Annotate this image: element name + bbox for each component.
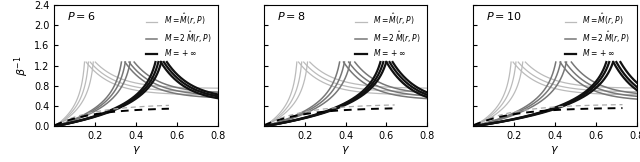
Text: $P = 10$: $P = 10$ xyxy=(486,10,522,22)
Text: $P = 6$: $P = 6$ xyxy=(67,10,96,22)
X-axis label: $\gamma$: $\gamma$ xyxy=(550,144,559,156)
X-axis label: $\gamma$: $\gamma$ xyxy=(132,144,141,156)
Legend: $M = \hat{M}(r, P)$, $M = 2\,\hat{M}(r, P)$, $M = +\infty$: $M = \hat{M}(r, P)$, $M = 2\,\hat{M}(r, … xyxy=(562,9,633,61)
Legend: $M = \hat{M}(r, P)$, $M = 2\,\hat{M}(r, P)$, $M = +\infty$: $M = \hat{M}(r, P)$, $M = 2\,\hat{M}(r, … xyxy=(353,9,424,61)
Text: $P = 8$: $P = 8$ xyxy=(277,10,305,22)
Y-axis label: $\beta^{-1}$: $\beta^{-1}$ xyxy=(13,55,31,76)
X-axis label: $\gamma$: $\gamma$ xyxy=(341,144,350,156)
Legend: $M = \hat{M}(r, P)$, $M = 2\,\hat{M}(r, P)$, $M = +\infty$: $M = \hat{M}(r, P)$, $M = 2\,\hat{M}(r, … xyxy=(143,9,214,61)
